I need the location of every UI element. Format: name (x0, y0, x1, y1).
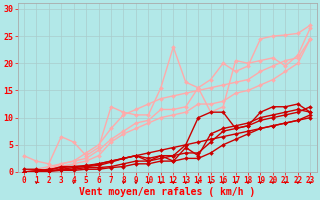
X-axis label: Vent moyen/en rafales ( km/h ): Vent moyen/en rafales ( km/h ) (79, 187, 255, 197)
